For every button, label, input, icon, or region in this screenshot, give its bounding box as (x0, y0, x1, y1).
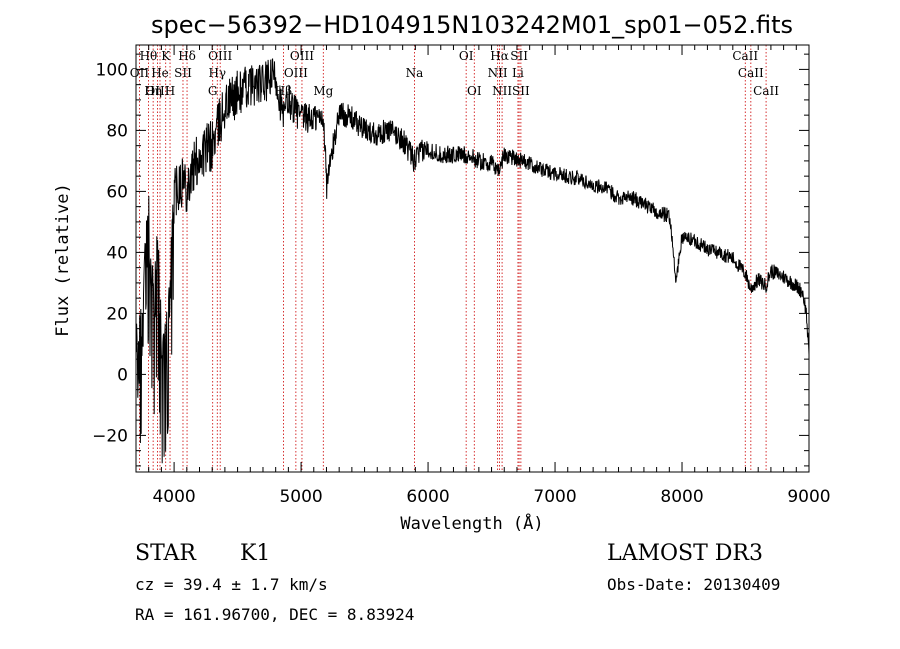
object-subclass: K1 (240, 541, 270, 566)
spectral-line-label: OI (467, 84, 482, 98)
observation-date: Obs-Date: 20130409 (607, 575, 780, 594)
spectral-lines-layer (139, 45, 767, 472)
spectral-line-label: NII (488, 66, 508, 80)
y-tick-label: 100 (96, 60, 128, 80)
spectral-line-label: Li (512, 66, 524, 80)
survey-name: LAMOST DR3 (607, 541, 763, 566)
object-class: STAR (135, 541, 197, 566)
spectral-line-label: K (161, 49, 171, 63)
x-tick-label: 9000 (787, 487, 830, 507)
spectral-line-label: H (165, 84, 175, 98)
spectral-line-label: G (208, 84, 218, 98)
spectral-line-label: NII (492, 84, 512, 98)
x-tick-label: 6000 (406, 487, 449, 507)
plot-frame (135, 44, 810, 473)
coordinates: RA = 161.96700, DEC = 8.83924 (135, 605, 414, 624)
x-tick-label: 5000 (279, 487, 322, 507)
redshift-velocity: cz = 39.4 ± 1.7 km/s (135, 575, 328, 594)
spectrum-layer (135, 58, 810, 464)
spectral-line-label: OIII (208, 49, 232, 63)
chart-title: spec−56392−HD104915N103242M01_sp01−052.f… (151, 11, 793, 39)
spectral-line-label: OIII (145, 84, 169, 98)
spectral-line-label: OIII (290, 49, 314, 63)
y-tick-label: 0 (117, 365, 128, 385)
y-tick-label: 40 (106, 243, 128, 263)
spectral-line-label: Hα (490, 49, 509, 63)
spectral-line-label: OII (130, 66, 150, 80)
x-axis-label: Wavelength (Å) (400, 512, 543, 534)
spectral-line-label: Hδ (178, 49, 196, 63)
spectral-line-label: Hθ (140, 49, 158, 63)
spectral-line-label: Mg (313, 84, 333, 98)
spectral-line-label: SII (174, 66, 192, 80)
spectrum-line (135, 58, 810, 464)
spectral-line-label: Hβ (275, 84, 292, 98)
spectral-line-label: SII (512, 84, 530, 98)
y-tick-label: −20 (92, 426, 128, 446)
spectral-line-label: Hγ (208, 66, 226, 80)
y-tick-label: 80 (106, 121, 128, 141)
y-axis-label: Flux (relative) (53, 183, 73, 337)
y-tick-label: 60 (106, 182, 128, 202)
spectral-line-label: OI (459, 49, 474, 63)
spectral-line-label: SII (510, 49, 528, 63)
spectral-line-label: CaII (753, 84, 779, 98)
spectral-line-label: OIII (284, 66, 308, 80)
x-tick-label: 4000 (152, 487, 195, 507)
spectral-line-label: CaII (732, 49, 758, 63)
spectral-line-label: He (151, 66, 169, 80)
spectral-line-label: CaII (738, 66, 764, 80)
x-tick-label: 8000 (660, 487, 703, 507)
spectral-line-label: Hη (144, 84, 162, 98)
y-tick-label: 20 (106, 304, 128, 324)
spectral-line-label: Na (406, 66, 424, 80)
axes-layer: 4000 5000 6000 7000 8000 9000 −20 0 20 40 60 80 100 (92, 44, 831, 507)
x-tick-label: 7000 (533, 487, 576, 507)
